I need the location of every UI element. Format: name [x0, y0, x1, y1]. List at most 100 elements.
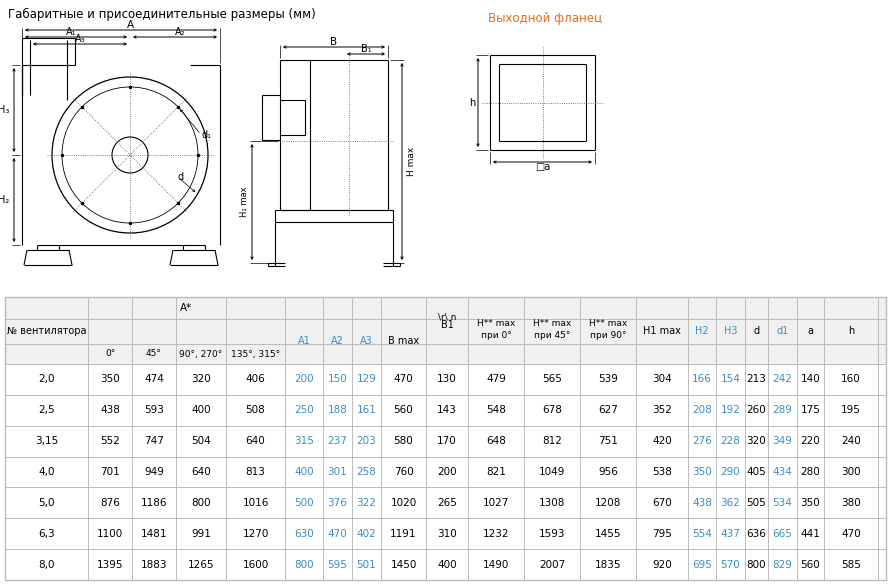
- Text: 701: 701: [100, 467, 120, 477]
- Text: 665: 665: [772, 529, 792, 539]
- Text: H3: H3: [723, 325, 737, 336]
- Text: H** max: H** max: [533, 319, 571, 328]
- Text: 1593: 1593: [539, 529, 565, 539]
- Text: 640: 640: [192, 467, 211, 477]
- Text: 200: 200: [294, 374, 314, 384]
- Text: 438: 438: [692, 498, 712, 508]
- Text: 648: 648: [486, 436, 506, 446]
- Text: 1265: 1265: [188, 560, 214, 570]
- Text: 349: 349: [772, 436, 792, 446]
- Text: 90°, 270°: 90°, 270°: [179, 349, 223, 359]
- Text: 1600: 1600: [242, 560, 268, 570]
- Text: 470: 470: [394, 374, 413, 384]
- Text: A: A: [127, 20, 134, 30]
- Text: 228: 228: [721, 436, 740, 446]
- Text: 1191: 1191: [390, 529, 417, 539]
- Text: 213: 213: [747, 374, 766, 384]
- Text: H₂: H₂: [0, 195, 9, 205]
- Text: d₁: d₁: [201, 130, 211, 140]
- Text: 760: 760: [394, 467, 413, 477]
- Text: 548: 548: [486, 405, 506, 415]
- Text: B: B: [331, 37, 338, 47]
- Text: 800: 800: [192, 498, 211, 508]
- Text: 747: 747: [144, 436, 164, 446]
- Text: 1835: 1835: [595, 560, 621, 570]
- Text: 154: 154: [721, 374, 740, 384]
- Text: 678: 678: [542, 405, 562, 415]
- Text: H** max: H** max: [589, 319, 627, 328]
- Text: 322: 322: [356, 498, 376, 508]
- Text: h: h: [848, 325, 854, 336]
- Text: 434: 434: [772, 467, 792, 477]
- Text: 829: 829: [772, 560, 792, 570]
- Text: 1883: 1883: [141, 560, 168, 570]
- Text: 1208: 1208: [595, 498, 621, 508]
- Text: A₁: A₁: [66, 27, 77, 37]
- Text: 438: 438: [100, 405, 120, 415]
- Text: 220: 220: [801, 436, 821, 446]
- Text: □a: □a: [535, 162, 550, 172]
- Text: 129: 129: [356, 374, 376, 384]
- Text: 2,0: 2,0: [38, 374, 54, 384]
- Text: 380: 380: [841, 498, 861, 508]
- Text: 2,5: 2,5: [38, 405, 55, 415]
- Text: 400: 400: [192, 405, 211, 415]
- Text: 2007: 2007: [539, 560, 565, 570]
- Text: 500: 500: [294, 498, 314, 508]
- Text: d1: d1: [776, 325, 789, 336]
- Text: 400: 400: [294, 467, 314, 477]
- Text: 1016: 1016: [242, 498, 269, 508]
- Text: 505: 505: [747, 498, 766, 508]
- Text: 301: 301: [328, 467, 347, 477]
- Text: B max: B max: [388, 336, 419, 346]
- Text: 479: 479: [486, 374, 506, 384]
- Text: 1027: 1027: [483, 498, 509, 508]
- Text: 289: 289: [772, 405, 792, 415]
- Text: H max: H max: [407, 147, 416, 176]
- Text: 276: 276: [692, 436, 712, 446]
- Text: 350: 350: [801, 498, 821, 508]
- Text: 320: 320: [192, 374, 211, 384]
- Text: 695: 695: [692, 560, 712, 570]
- Text: 352: 352: [652, 405, 672, 415]
- Text: 3,15: 3,15: [35, 436, 58, 446]
- Text: 560: 560: [394, 405, 413, 415]
- Text: 350: 350: [100, 374, 120, 384]
- Text: 140: 140: [801, 374, 821, 384]
- Text: 45°: 45°: [146, 349, 162, 359]
- Text: 539: 539: [598, 374, 618, 384]
- Text: 534: 534: [772, 498, 792, 508]
- Text: H₃: H₃: [0, 105, 9, 115]
- Text: 627: 627: [598, 405, 618, 415]
- Text: 240: 240: [841, 436, 861, 446]
- Text: 508: 508: [246, 405, 266, 415]
- Text: 0°: 0°: [105, 349, 115, 359]
- Text: 585: 585: [841, 560, 861, 570]
- Text: 150: 150: [328, 374, 347, 384]
- Text: 208: 208: [692, 405, 712, 415]
- Text: A*: A*: [180, 303, 192, 313]
- Text: 1186: 1186: [141, 498, 168, 508]
- Text: 135°, 315°: 135°, 315°: [231, 349, 280, 359]
- Text: \r\ n: \r\ n: [437, 312, 456, 321]
- Text: 376: 376: [328, 498, 347, 508]
- Text: 400: 400: [437, 560, 457, 570]
- Text: 504: 504: [192, 436, 211, 446]
- Text: 130: 130: [437, 374, 457, 384]
- Text: 161: 161: [356, 405, 376, 415]
- Text: 406: 406: [246, 374, 266, 384]
- Text: 474: 474: [144, 374, 164, 384]
- Text: 4,0: 4,0: [38, 467, 54, 477]
- Text: B₁: B₁: [361, 44, 372, 54]
- Text: 350: 350: [692, 467, 712, 477]
- Text: 1481: 1481: [141, 529, 168, 539]
- Text: 290: 290: [721, 467, 740, 477]
- Text: 949: 949: [144, 467, 164, 477]
- Text: при 0°: при 0°: [480, 331, 511, 340]
- Text: Габаритные и присоединительные размеры (мм): Габаритные и присоединительные размеры (…: [8, 8, 315, 21]
- Text: 192: 192: [721, 405, 740, 415]
- Text: 420: 420: [652, 436, 672, 446]
- Text: 320: 320: [747, 436, 766, 446]
- Text: 552: 552: [100, 436, 120, 446]
- Text: 258: 258: [356, 467, 376, 477]
